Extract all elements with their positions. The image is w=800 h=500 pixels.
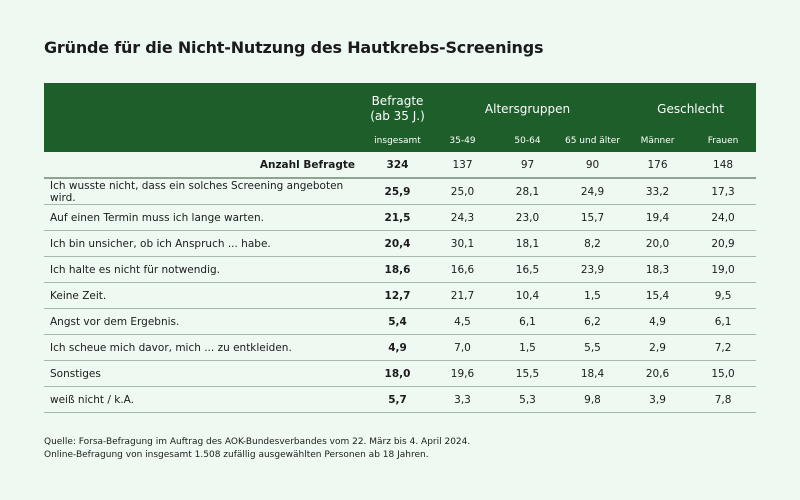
value-cell: 23,0 <box>495 204 560 231</box>
page-title: Gründe für die Nicht-Nutzung des Hautkre… <box>44 38 544 57</box>
column-header: Frauen <box>707 135 739 146</box>
value-cell: 21,7 <box>430 282 495 309</box>
header-age-groups: Altersgruppen <box>484 101 571 116</box>
table-row: Keine Zeit. 12,7 21,7 10,4 1,5 15,4 9,5 <box>44 282 757 309</box>
value-cell: 25,0 <box>430 178 495 205</box>
value-cell: 3,3 <box>430 386 495 413</box>
row-label: Keine Zeit. <box>44 282 365 309</box>
row-label: Ich scheue mich davor, mich ... zu entkl… <box>44 334 365 361</box>
count-row: Anzahl Befragte 324 137 97 90 176 148 <box>44 152 757 179</box>
value-cell: 30,1 <box>430 230 495 257</box>
header-total: Befragte (ab 35 J.) <box>370 94 425 123</box>
row-label: Angst vor dem Ergebnis. <box>44 308 365 335</box>
value-cell: 6,1 <box>495 308 560 335</box>
total-value-cell: 18,0 <box>365 360 430 387</box>
row-label: Auf einen Termin muss ich lange warten. <box>44 204 365 231</box>
table-row: Ich halte es nicht für notwendig. 18,6 16,… <box>44 256 757 283</box>
value-cell: 6,1 <box>690 308 757 335</box>
value-cell: 3,9 <box>625 386 691 413</box>
data-table: Befragte (ab 35 J.) Altersgruppen Geschl… <box>44 83 757 413</box>
value-cell: 15,7 <box>560 204 626 231</box>
value-cell: 18,1 <box>495 230 560 257</box>
value-cell: 4,9 <box>625 308 691 335</box>
value-cell: 20,0 <box>625 230 691 257</box>
value-cell: 20,6 <box>625 360 691 387</box>
value-cell: 176 <box>625 152 691 179</box>
value-cell: 15,0 <box>690 360 757 387</box>
header-empty <box>44 129 365 152</box>
value-cell: 97 <box>495 152 560 179</box>
value-cell: 19,4 <box>625 204 691 231</box>
row-label: Sonstiges <box>44 360 365 387</box>
column-header: 65 und älter <box>564 135 621 146</box>
value-cell: 19,0 <box>690 256 757 283</box>
value-cell: 18,3 <box>625 256 691 283</box>
value-cell: 28,1 <box>495 178 560 205</box>
row-label: weiß nicht / k.A. <box>44 386 365 413</box>
value-cell: 23,9 <box>560 256 626 283</box>
value-cell: 4,5 <box>430 308 495 335</box>
value-cell: 9,8 <box>560 386 626 413</box>
value-cell: 7,8 <box>690 386 757 413</box>
value-cell: 16,6 <box>430 256 495 283</box>
source-note: Quelle: Forsa-Befragung im Auftrag des A… <box>44 436 470 461</box>
value-cell: 7,0 <box>430 334 495 361</box>
value-cell: 24,9 <box>560 178 626 205</box>
row-label: Ich bin unsicher, ob ich Anspruch ... ha… <box>44 230 365 257</box>
value-cell: 90 <box>560 152 626 179</box>
table-row: Ich scheue mich davor, mich ... zu entkl… <box>44 334 757 361</box>
value-cell: 17,3 <box>690 178 757 205</box>
total-value-cell: 21,5 <box>365 204 430 231</box>
total-value-cell: 4,9 <box>365 334 430 361</box>
value-cell: 20,9 <box>690 230 757 257</box>
header-gender: Geschlecht <box>657 101 724 116</box>
value-cell: 24,0 <box>690 204 757 231</box>
column-header-row: insgesamt 35-49 50-64 65 und älter Männer Fra… <box>44 129 757 152</box>
row-label: Ich wusste nicht, dass ein solches Scree… <box>44 178 365 205</box>
column-header: Männer <box>640 135 675 146</box>
table-row: Ich wusste nicht, dass ein solches Scree… <box>44 178 757 205</box>
value-cell: 33,2 <box>625 178 691 205</box>
table-row: Ich bin unsicher, ob ich Anspruch ... ha… <box>44 230 757 257</box>
value-cell: 24,3 <box>430 204 495 231</box>
source-line-2: Online-Befragung von insgesamt 1.508 zuf… <box>44 449 429 460</box>
value-cell: 1,5 <box>495 334 560 361</box>
value-cell: 19,6 <box>430 360 495 387</box>
group-header-row: Befragte (ab 35 J.) Altersgruppen Geschl… <box>44 83 757 129</box>
table-row: Auf einen Termin muss ich lange warten. 2… <box>44 204 757 231</box>
value-cell: 5,3 <box>495 386 560 413</box>
value-cell: 16,5 <box>495 256 560 283</box>
table-row: Angst vor dem Ergebnis. 5,4 4,5 6,1 6,2 4,9 6,… <box>44 308 757 335</box>
table-row: Sonstiges 18,0 19,6 15,5 18,4 20,6 15,0 <box>44 360 757 387</box>
column-header: 35-49 <box>449 135 476 146</box>
header-empty <box>44 83 365 129</box>
total-value-cell: 12,7 <box>365 282 430 309</box>
value-cell: 18,4 <box>560 360 626 387</box>
column-header: 50-64 <box>514 135 541 146</box>
total-value-cell: 5,4 <box>365 308 430 335</box>
total-value-cell: 5,7 <box>365 386 430 413</box>
row-label: Ich halte es nicht für notwendig. <box>44 256 365 283</box>
total-value-cell: 324 <box>365 152 430 179</box>
value-cell: 2,9 <box>625 334 691 361</box>
total-value-cell: 25,9 <box>365 178 430 205</box>
column-header: insgesamt <box>374 135 421 146</box>
value-cell: 6,2 <box>560 308 626 335</box>
value-cell: 1,5 <box>560 282 626 309</box>
value-cell: 7,2 <box>690 334 757 361</box>
value-cell: 9,5 <box>690 282 757 309</box>
total-value-cell: 20,4 <box>365 230 430 257</box>
value-cell: 15,4 <box>625 282 691 309</box>
table-row: weiß nicht / k.A. 5,7 3,3 5,3 9,8 3,9 7,8 <box>44 386 757 413</box>
value-cell: 5,5 <box>560 334 626 361</box>
row-label: Anzahl Befragte <box>44 152 365 179</box>
source-line-1: Quelle: Forsa-Befragung im Auftrag des A… <box>44 437 471 447</box>
total-value-cell: 18,6 <box>365 256 430 283</box>
value-cell: 137 <box>430 152 495 179</box>
value-cell: 148 <box>690 152 757 179</box>
value-cell: 15,5 <box>495 360 560 387</box>
value-cell: 10,4 <box>495 282 560 309</box>
value-cell: 8,2 <box>560 230 626 257</box>
